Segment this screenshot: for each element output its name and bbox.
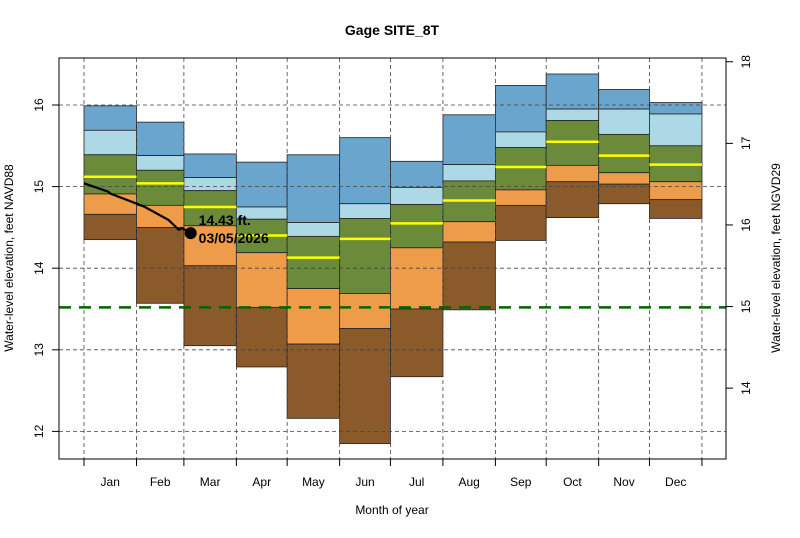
- x-tick-label: Jul: [409, 475, 424, 489]
- y-tick-label-left: 12: [32, 424, 46, 438]
- x-tick-label: Apr: [252, 475, 271, 489]
- band-p90_max-may: [286, 154, 341, 223]
- x-tick-label: Oct: [563, 475, 582, 489]
- x-tick-label: Mar: [200, 475, 221, 489]
- band-p75_p90-oct: [545, 108, 600, 121]
- band-p90_max-dec: [649, 102, 703, 115]
- band-min_p10-nov: [598, 183, 650, 205]
- band-p90_max-apr: [235, 161, 288, 208]
- chart-title: Gage SITE_8T: [345, 22, 440, 38]
- y-axis-label-right: Water-level elevation, feet NGVD29: [769, 163, 783, 353]
- y-tick-label-left: 14: [32, 261, 46, 275]
- band-min_p10-aug: [442, 241, 496, 311]
- y-tick-label-left: 13: [32, 343, 46, 357]
- band-p75_p90-sep: [494, 131, 547, 148]
- band-min_p10-dec: [649, 199, 703, 219]
- x-tick-label: Nov: [613, 475, 634, 489]
- y-tick-label-left: 16: [32, 98, 46, 112]
- band-p75_p90-dec: [649, 113, 703, 147]
- band-p90_max-sep: [494, 85, 547, 133]
- band-p10_p25-oct: [545, 164, 600, 183]
- percentile-bands: [83, 73, 703, 445]
- band-p10_p25-aug: [442, 221, 496, 243]
- x-tick-label: Jun: [355, 475, 374, 489]
- band-p10_p25-jan: [83, 193, 137, 215]
- x-tick-label: Aug: [458, 475, 479, 489]
- band-p25_p75-jun: [339, 218, 391, 294]
- grid-lines: [59, 58, 726, 459]
- band-min_p10-apr: [235, 306, 288, 368]
- band-p90_max-mar: [183, 153, 237, 179]
- band-p90_max-oct: [545, 73, 600, 110]
- band-p90_max-feb: [136, 121, 185, 156]
- band-p25_p75-jul: [390, 204, 444, 249]
- band-min_p10-may: [286, 343, 341, 419]
- band-p10_p25-may: [286, 288, 341, 345]
- current-year-line: [83, 182, 192, 235]
- x-tick-label: May: [302, 475, 325, 489]
- band-p25_p75-feb: [136, 169, 185, 206]
- band-p90_max-jan: [83, 105, 137, 131]
- median-lines: [84, 140, 702, 259]
- band-p10_p25-sep: [494, 189, 547, 206]
- band-p25_p75-jan: [83, 154, 137, 195]
- band-p90_max-nov: [598, 89, 650, 110]
- band-min_p10-feb: [136, 226, 185, 304]
- y-tick-label-right: 18: [739, 55, 753, 69]
- band-p75_p90-jul: [390, 187, 444, 205]
- band-p75_p90-nov: [598, 108, 650, 135]
- y-tick-label-right: 14: [739, 381, 753, 395]
- band-min_p10-jun: [339, 328, 391, 445]
- band-p10_p25-nov: [598, 172, 650, 185]
- y-tick-label-left: 15: [32, 180, 46, 194]
- band-p75_p90-jun: [339, 203, 391, 219]
- band-p10_p25-mar: [183, 225, 237, 267]
- plot-frame: [58, 57, 727, 460]
- band-min_p10-mar: [183, 265, 237, 347]
- band-p75_p90-mar: [183, 177, 237, 192]
- band-min_p10-oct: [545, 181, 600, 219]
- band-p10_p25-jul: [390, 247, 444, 310]
- band-p90_max-jul: [390, 160, 444, 188]
- band-p25_p75-nov: [598, 133, 650, 174]
- y-tick-label-right: 16: [739, 218, 753, 232]
- band-p75_p90-feb: [136, 155, 185, 171]
- band-p10_p25-jun: [339, 293, 391, 329]
- band-min_p10-jan: [83, 213, 137, 241]
- axes: Jan Feb Mar Apr May Jun Jul Aug Sep Oct Nov Dec 12 13…: [32, 55, 753, 489]
- band-min_p10-jul: [390, 308, 444, 378]
- current-value-marker: [184, 227, 197, 240]
- band-p25_p75-may: [286, 235, 341, 290]
- band-min_p10-sep: [494, 204, 547, 241]
- band-p75_p90-may: [286, 222, 341, 237]
- y-tick-label-right: 17: [739, 136, 753, 150]
- x-tick-label: Dec: [665, 475, 686, 489]
- annotation-value: 14.43 ft.: [199, 212, 251, 228]
- x-axis-label: Month of year: [355, 503, 428, 517]
- annotation-date: 03/05/2026: [199, 230, 269, 246]
- y-tick-label-right: 15: [739, 300, 753, 314]
- y-axis-label-left: Water-level elevation, feet NAVD88: [2, 164, 16, 352]
- band-p75_p90-aug: [442, 164, 496, 182]
- band-p10_p25-dec: [649, 181, 703, 201]
- band-p90_max-aug: [442, 114, 496, 165]
- band-p75_p90-jan: [83, 129, 137, 156]
- band-p25_p75-sep: [494, 147, 547, 191]
- band-p90_max-jun: [339, 137, 391, 205]
- band-p10_p25-apr: [235, 252, 288, 308]
- x-tick-label: Feb: [150, 475, 171, 489]
- x-tick-label: Sep: [510, 475, 532, 489]
- x-tick-label: Jan: [101, 475, 120, 489]
